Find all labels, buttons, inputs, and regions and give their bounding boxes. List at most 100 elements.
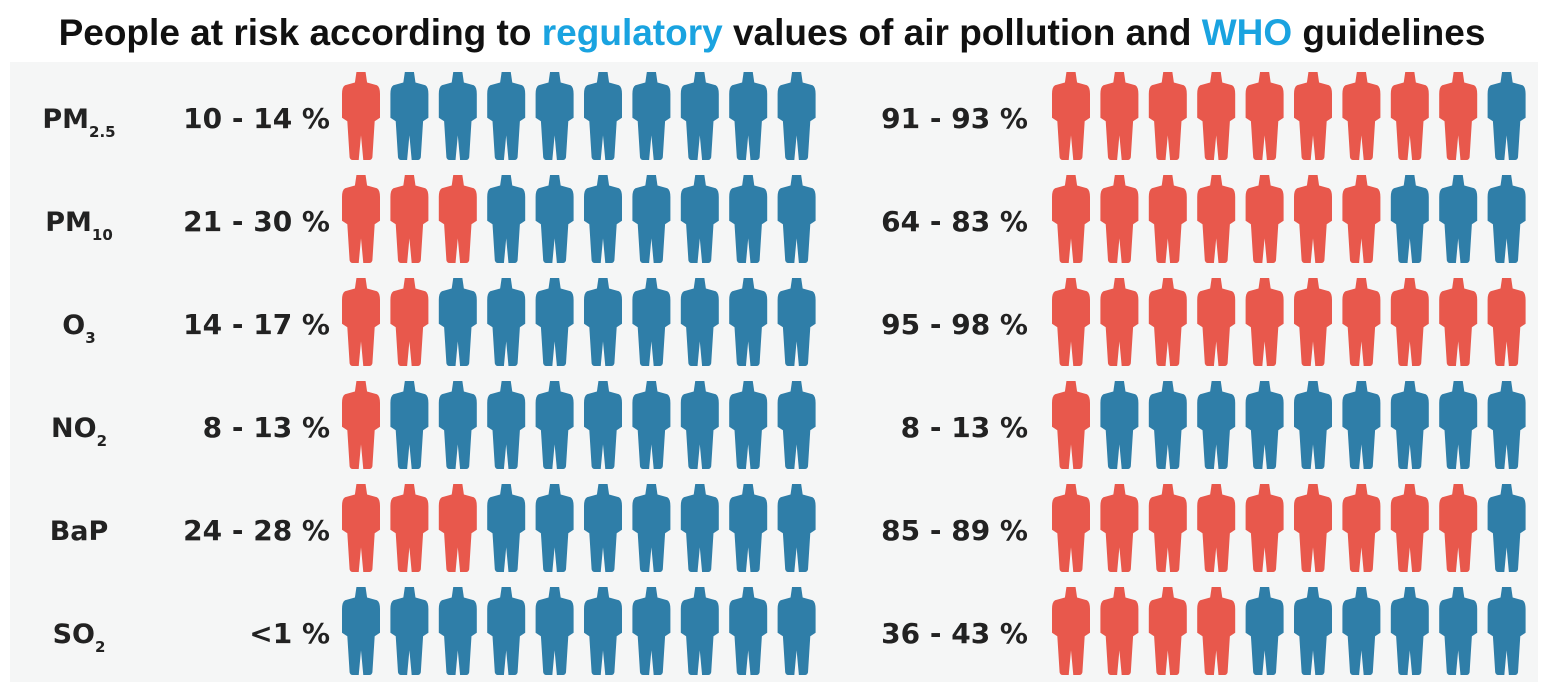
regulatory-person-safe-icon: [584, 484, 622, 572]
who-person-safe-icon: [1342, 587, 1381, 675]
who-person-at-risk-icon: [1439, 72, 1478, 160]
who-person-at-risk-icon: [1342, 278, 1381, 366]
who-person-safe-icon: [1390, 175, 1429, 263]
who-percent-label: 36 - 43 %: [881, 617, 1028, 650]
who-person-at-risk-icon: [1052, 175, 1090, 263]
pictogram-chart: PM2.5 10 - 14 % 91 - 93 %PM10 21 - 30 % 64 -…: [42, 72, 1526, 675]
regulatory-person-safe-icon: [777, 278, 816, 366]
regulatory-person-safe-icon: [632, 175, 671, 263]
regulatory-person-safe-icon: [680, 381, 719, 469]
who-person-at-risk-icon: [1052, 484, 1090, 572]
regulatory-person-safe-icon: [535, 278, 574, 366]
regulatory-person-at-risk-icon: [342, 381, 380, 469]
regulatory-person-safe-icon: [680, 587, 719, 675]
who-person-at-risk-icon: [1100, 484, 1139, 572]
regulatory-percent-label: 24 - 28 %: [183, 514, 330, 547]
regulatory-person-safe-icon: [680, 278, 719, 366]
who-percent-label: 85 - 89 %: [881, 514, 1028, 547]
who-person-safe-icon: [1487, 381, 1526, 469]
who-person-at-risk-icon: [1294, 484, 1332, 572]
pollutant-label: PM10: [45, 207, 113, 244]
regulatory-person-safe-icon: [438, 72, 477, 160]
regulatory-person-safe-icon: [438, 381, 477, 469]
regulatory-person-safe-icon: [390, 72, 429, 160]
regulatory-person-at-risk-icon: [342, 278, 380, 366]
regulatory-person-safe-icon: [438, 278, 477, 366]
regulatory-person-safe-icon: [438, 587, 477, 675]
regulatory-person-at-risk-icon: [390, 484, 429, 572]
who-person-safe-icon: [1342, 381, 1381, 469]
who-person-at-risk-icon: [1390, 278, 1429, 366]
pollutant-subscript: 2: [97, 432, 107, 450]
who-person-at-risk-icon: [1100, 175, 1139, 263]
title-highlight-regulatory: regulatory: [541, 12, 723, 53]
pollutant-label: NO2: [51, 413, 107, 450]
regulatory-percent-label: 21 - 30 %: [183, 205, 330, 238]
who-person-at-risk-icon: [1245, 278, 1284, 366]
regulatory-person-safe-icon: [535, 175, 574, 263]
regulatory-person-at-risk-icon: [342, 175, 380, 263]
pollutant-label: O3: [62, 310, 95, 347]
regulatory-person-safe-icon: [632, 72, 671, 160]
regulatory-person-safe-icon: [487, 175, 526, 263]
regulatory-person-safe-icon: [535, 587, 574, 675]
regulatory-person-safe-icon: [535, 381, 574, 469]
regulatory-person-at-risk-icon: [438, 175, 477, 263]
regulatory-person-safe-icon: [487, 278, 526, 366]
title-highlight-who: WHO: [1201, 12, 1293, 53]
who-person-at-risk-icon: [1197, 587, 1236, 675]
pollutant-name: SO: [53, 619, 95, 650]
pollutant-subscript: 3: [85, 329, 95, 347]
who-person-at-risk-icon: [1052, 278, 1090, 366]
who-person-at-risk-icon: [1148, 484, 1187, 572]
regulatory-person-safe-icon: [342, 587, 380, 675]
regulatory-person-safe-icon: [487, 484, 526, 572]
who-person-safe-icon: [1487, 484, 1526, 572]
chart-title: People at risk according to regulatory v…: [0, 12, 1544, 54]
who-person-at-risk-icon: [1197, 484, 1236, 572]
who-percent-label: 91 - 93 %: [881, 102, 1028, 135]
regulatory-person-at-risk-icon: [342, 72, 380, 160]
who-person-at-risk-icon: [1487, 278, 1526, 366]
pollutant-name: O: [62, 310, 85, 341]
regulatory-person-safe-icon: [390, 587, 429, 675]
regulatory-person-safe-icon: [729, 484, 768, 572]
who-person-safe-icon: [1148, 381, 1187, 469]
who-person-at-risk-icon: [1342, 72, 1381, 160]
who-person-safe-icon: [1390, 587, 1429, 675]
regulatory-person-at-risk-icon: [390, 175, 429, 263]
who-person-at-risk-icon: [1197, 278, 1236, 366]
regulatory-person-safe-icon: [729, 381, 768, 469]
pollutant-label: PM2.5: [42, 104, 115, 141]
regulatory-percent-label: 14 - 17 %: [183, 308, 330, 341]
regulatory-person-safe-icon: [584, 381, 622, 469]
who-person-at-risk-icon: [1100, 587, 1139, 675]
regulatory-person-safe-icon: [777, 587, 816, 675]
title-part-3: guidelines: [1292, 12, 1486, 53]
who-person-safe-icon: [1245, 381, 1284, 469]
who-person-safe-icon: [1245, 587, 1284, 675]
who-person-at-risk-icon: [1100, 278, 1139, 366]
regulatory-person-at-risk-icon: [438, 484, 477, 572]
who-person-at-risk-icon: [1148, 175, 1187, 263]
pollutant-label: SO2: [53, 619, 106, 656]
pollutant-name: PM: [45, 207, 92, 238]
who-person-at-risk-icon: [1148, 587, 1187, 675]
regulatory-person-safe-icon: [584, 278, 622, 366]
who-person-at-risk-icon: [1245, 72, 1284, 160]
who-person-safe-icon: [1487, 175, 1526, 263]
regulatory-person-safe-icon: [680, 175, 719, 263]
pollutant-subscript: 10: [92, 226, 113, 244]
who-person-safe-icon: [1390, 381, 1429, 469]
regulatory-person-safe-icon: [777, 175, 816, 263]
who-person-safe-icon: [1294, 381, 1332, 469]
who-person-at-risk-icon: [1294, 175, 1332, 263]
who-person-at-risk-icon: [1294, 278, 1332, 366]
regulatory-person-safe-icon: [729, 587, 768, 675]
regulatory-person-safe-icon: [584, 72, 622, 160]
regulatory-person-at-risk-icon: [390, 278, 429, 366]
title-part-2: values of air pollution and: [722, 12, 1202, 53]
who-person-safe-icon: [1294, 587, 1332, 675]
pollutant-name: PM: [42, 104, 89, 135]
regulatory-person-safe-icon: [680, 72, 719, 160]
